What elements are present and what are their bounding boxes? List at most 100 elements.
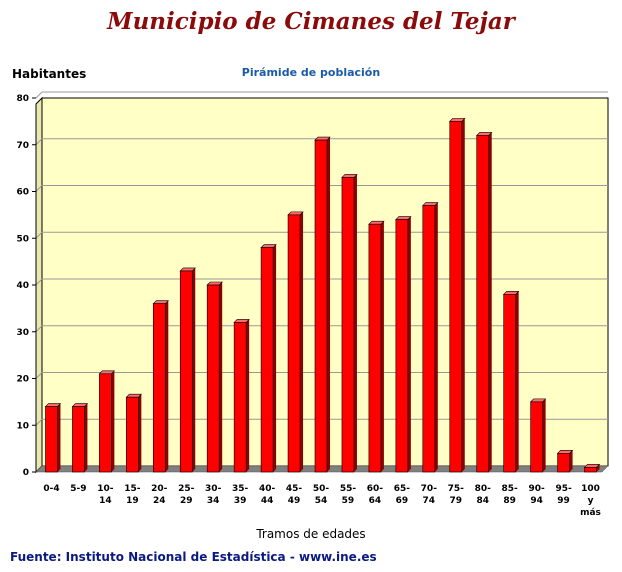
x-tick-label: 100 y más xyxy=(580,484,601,518)
chart-title: Pirámide de población xyxy=(241,66,381,79)
bar-top xyxy=(395,216,412,220)
x-tick-label: 50-54 xyxy=(313,484,330,506)
bar-top xyxy=(529,398,547,403)
bar xyxy=(233,322,247,473)
page-title: Municipio de Cimanes del Tejar xyxy=(107,8,515,35)
bar-top xyxy=(125,393,143,398)
bar-side xyxy=(273,244,277,472)
bar-side xyxy=(515,291,519,472)
bar xyxy=(45,406,58,473)
bar xyxy=(99,373,112,473)
bar xyxy=(72,406,85,473)
bar xyxy=(584,467,597,473)
bar-top xyxy=(260,244,277,248)
gridline-side xyxy=(35,372,43,379)
bar xyxy=(368,223,382,473)
bar-side xyxy=(219,282,223,472)
bar-side xyxy=(57,403,61,472)
bar-top xyxy=(98,370,116,375)
bar-top xyxy=(179,267,196,272)
bar-side xyxy=(569,450,573,472)
bar-top xyxy=(449,118,466,122)
bar xyxy=(503,294,516,473)
bar-top xyxy=(314,136,331,141)
gridline-side xyxy=(35,278,43,286)
y-tick-label: 20 xyxy=(16,375,29,385)
x-tick-label: 65-69 xyxy=(394,484,411,506)
bar-side xyxy=(542,398,546,472)
bar xyxy=(449,121,463,473)
x-tick-label: 20-24 xyxy=(151,484,168,506)
x-tick-label: 70-74 xyxy=(421,484,438,506)
bar-side xyxy=(138,394,142,472)
bar xyxy=(152,303,166,473)
bar-side xyxy=(434,202,438,472)
gridline-side xyxy=(35,325,43,333)
bar-top xyxy=(583,464,601,468)
gridline-side xyxy=(35,138,43,146)
bar xyxy=(476,135,490,473)
y-axis-label: Habitantes xyxy=(12,67,87,81)
y-tick-label: 60 xyxy=(16,188,29,198)
x-tick-label: 15-19 xyxy=(124,484,141,506)
x-tick-label: 10-14 xyxy=(97,484,114,506)
x-tick-label: 45-49 xyxy=(286,484,303,506)
bar xyxy=(557,452,570,473)
bar-side xyxy=(111,370,115,472)
bar xyxy=(395,219,409,473)
bar-top xyxy=(556,449,574,454)
bar-side xyxy=(380,221,384,472)
y-tick-label: 0 xyxy=(23,468,29,478)
x-tick-label: 85-89 xyxy=(502,484,519,506)
bar-top xyxy=(152,300,170,305)
source-note: Fuente: Instituto Nacional de Estadístic… xyxy=(10,550,377,564)
bar-side xyxy=(488,132,492,472)
bar-side xyxy=(300,211,304,472)
y-tick-label: 50 xyxy=(16,234,29,244)
x-tick-label: 40-44 xyxy=(259,484,276,506)
x-tick-label: 95-99 xyxy=(555,484,572,506)
bar-side xyxy=(327,137,330,472)
bar-side xyxy=(461,118,465,472)
bar-side xyxy=(192,267,196,472)
gridline-side xyxy=(35,418,43,426)
bar-side xyxy=(407,216,411,472)
gridline-side xyxy=(35,91,43,99)
bar-side xyxy=(84,403,88,472)
x-tick-label: 75-79 xyxy=(448,484,465,506)
bar-top xyxy=(422,202,439,206)
bar xyxy=(260,247,274,473)
y-tick-label: 10 xyxy=(16,421,29,431)
bar xyxy=(179,270,193,473)
bar xyxy=(206,284,220,473)
x-tick-label: 0-4 xyxy=(43,484,59,494)
x-tick-label: 5-9 xyxy=(70,484,86,494)
bar-top xyxy=(368,220,385,225)
bar-side xyxy=(353,174,357,472)
bar xyxy=(422,205,436,473)
bar xyxy=(314,139,328,473)
bar-top xyxy=(71,403,89,407)
bar-side xyxy=(165,300,169,472)
bar-top xyxy=(502,291,520,295)
x-tick-label: 30-34 xyxy=(205,484,222,506)
bar xyxy=(341,177,355,473)
bar xyxy=(126,396,139,473)
y-tick-label: 30 xyxy=(16,328,29,338)
bar-top xyxy=(233,319,250,323)
bar-top xyxy=(341,174,358,178)
x-tick-label: 25-29 xyxy=(178,484,195,506)
bar-top xyxy=(44,403,62,407)
x-tick-label: 80-84 xyxy=(475,484,492,506)
bar-top xyxy=(206,281,223,286)
x-tick-label: 90-94 xyxy=(528,484,545,506)
x-tick-label: 35-39 xyxy=(232,484,249,506)
y-tick-label: 40 xyxy=(16,281,29,291)
y-tick-label: 70 xyxy=(16,141,29,151)
bar-side xyxy=(246,319,250,472)
bar-top xyxy=(475,132,493,136)
gridline-side xyxy=(35,185,43,192)
plot-left-wall xyxy=(35,96,43,474)
bar-side xyxy=(596,464,600,472)
